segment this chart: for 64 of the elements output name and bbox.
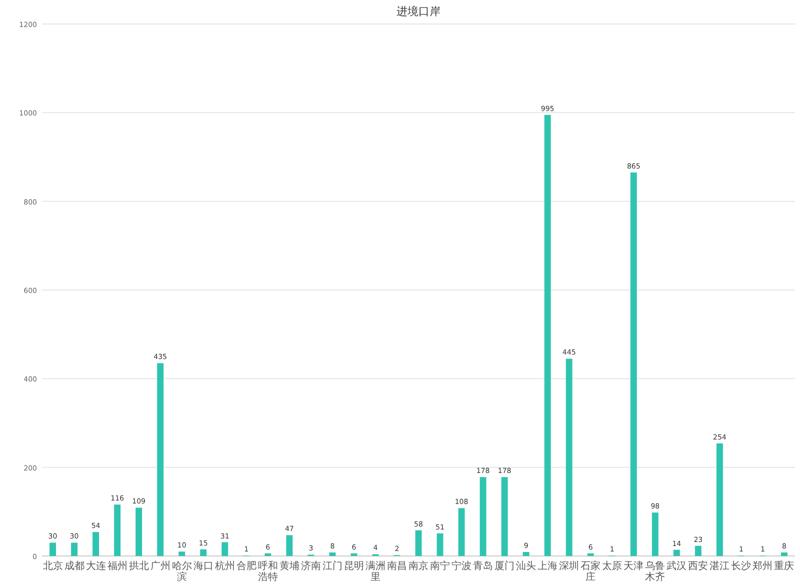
x-tick-label: 郑州: [752, 560, 773, 572]
x-tick-label: 满洲里: [365, 560, 386, 583]
x-tick-label: 济南: [300, 560, 321, 572]
x-tick-label: 杭州: [214, 560, 235, 572]
x-tick-label: 深圳: [559, 560, 580, 572]
bar: [178, 552, 186, 556]
bar: [350, 553, 358, 556]
bar: [71, 542, 78, 556]
bar: [286, 535, 293, 556]
bar: [92, 532, 100, 556]
x-tick-label: 厦门: [494, 560, 515, 572]
x-tick-label: 成都: [64, 560, 84, 572]
x-tick-label: 南宁: [430, 560, 450, 572]
x-tick-label: 太原: [602, 560, 622, 572]
bar: [673, 550, 680, 556]
x-tick-label: 昆明: [344, 561, 364, 572]
bar: [630, 172, 637, 556]
bar: [694, 546, 702, 556]
bar: [50, 542, 56, 556]
bar: [781, 552, 788, 556]
bar: [329, 552, 336, 556]
x-tick-label: 石家庄: [580, 560, 601, 583]
bar: [436, 533, 444, 556]
x-tick-label: 江门: [322, 560, 342, 572]
bar: [652, 512, 658, 556]
bar: [136, 508, 142, 556]
x-tick-label: 重庆: [774, 560, 794, 572]
x-tick-label: 大连: [86, 560, 106, 572]
x-tick-label: 北京: [42, 560, 63, 572]
x-tick-label: 南昌: [386, 560, 407, 572]
x-tick-label: 湛江: [710, 560, 730, 572]
bar: [716, 443, 723, 556]
bar: [222, 542, 228, 556]
bar: [458, 508, 465, 556]
x-tick-label: 海口: [193, 560, 214, 572]
bar: [480, 477, 486, 556]
bar: [566, 358, 572, 556]
x-tick-label: 拱北: [128, 560, 149, 572]
x-tick-label: 长沙: [731, 560, 752, 572]
chart-title: 进境口岸: [396, 5, 440, 18]
x-tick-label: 天津: [624, 560, 644, 572]
bar: [264, 553, 272, 556]
x-tick-label: 黄埔: [279, 560, 300, 572]
x-tick-label: 乌鲁木齐: [645, 560, 666, 583]
x-tick-label: 上海: [538, 560, 558, 572]
x-tick-label: 福州: [107, 560, 128, 572]
bar: [114, 504, 121, 556]
x-tick-label: 汕头: [516, 560, 536, 572]
x-tick-label: 呼和浩特: [258, 560, 278, 583]
x-tick-label: 宁波: [452, 560, 472, 572]
x-tick-label: 青岛: [473, 560, 494, 572]
x-tick-label: 西安: [688, 560, 708, 572]
bar: [501, 477, 508, 556]
x-tick-label: 哈尔滨: [172, 560, 192, 583]
bar: [544, 114, 551, 556]
bar: [157, 363, 164, 556]
x-tick-label: 广州: [150, 560, 170, 572]
x-tick-label: 武汉: [666, 560, 687, 572]
bar: [415, 530, 422, 556]
bar: [522, 552, 530, 556]
bar: [587, 553, 594, 556]
bar: [200, 549, 207, 556]
x-tick-label: 南京: [408, 560, 428, 572]
x-tick-label: 合肥: [236, 560, 256, 572]
